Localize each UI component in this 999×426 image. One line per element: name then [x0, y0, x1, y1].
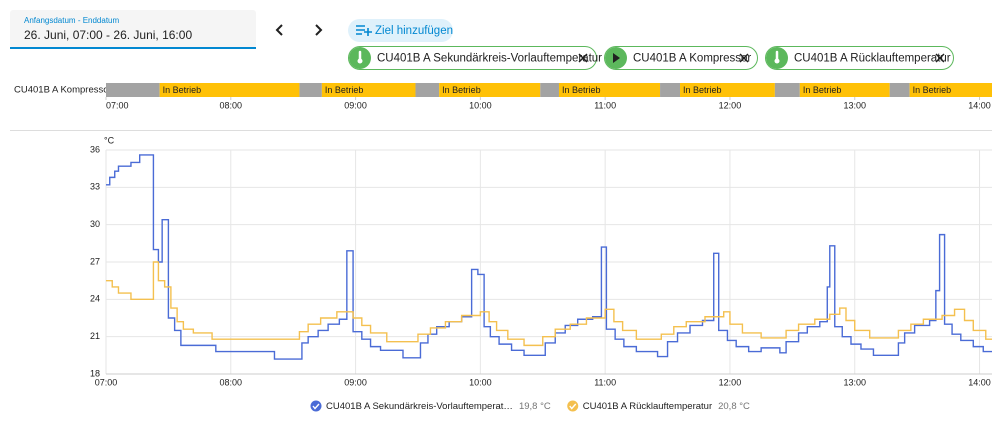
y-tick-label: 21: [90, 331, 100, 341]
add-target-button[interactable]: [348, 19, 453, 42]
legend-value: 19,8 °C: [519, 401, 551, 412]
series-line: [106, 261, 992, 347]
timeline-segment: [558, 83, 661, 97]
timeline-segment: [909, 83, 992, 97]
x-tick-label: 08:00: [220, 377, 243, 387]
x-tick-label: 07:00: [106, 100, 129, 110]
x-tick-label: 12:00: [719, 377, 742, 387]
timeline-segment: [106, 83, 160, 97]
x-tick-label: 10:00: [469, 377, 492, 387]
x-tick-label: 12:00: [719, 100, 742, 110]
date-field[interactable]: [10, 10, 256, 48]
x-tick-label: 11:00: [594, 100, 616, 110]
state-label: In Betrieb: [803, 85, 842, 95]
legend-label[interactable]: CU401B A Rücklauftemperatur: [583, 401, 712, 412]
state-label: In Betrieb: [562, 85, 601, 95]
timeline-segment: [415, 83, 440, 97]
timeline-segment: [680, 83, 775, 97]
chip-label: CU401B A Rücklauftemperatur: [794, 53, 951, 65]
timeline-segment: [540, 83, 559, 97]
timeline-segment: [660, 83, 681, 97]
x-tick-label: 14:00: [968, 100, 991, 110]
y-tick-label: 24: [90, 294, 100, 304]
y-tick-label: 36: [90, 144, 100, 154]
x-tick-label: 09:00: [344, 377, 367, 387]
timeline-segment: [321, 83, 416, 97]
x-tick-label: 07:00: [95, 377, 118, 387]
timeline-segment: [439, 83, 541, 97]
thermometer-bulb: [357, 58, 363, 64]
x-tick-label: 11:00: [594, 377, 616, 387]
y-tick-label: 27: [90, 256, 100, 266]
state-label: In Betrieb: [442, 85, 481, 95]
state-label: In Betrieb: [683, 85, 722, 95]
x-tick-label: 09:00: [344, 100, 367, 110]
legend-checkmark: [312, 403, 320, 410]
x-tick-label: 14:00: [968, 377, 991, 387]
timeline-segment: [774, 83, 800, 97]
chip-outline: [765, 46, 954, 70]
state-label: In Betrieb: [913, 85, 952, 95]
state-label: In Betrieb: [163, 85, 202, 95]
chip-remove[interactable]: [935, 53, 945, 63]
add-target-label: Ziel hinzufügen: [375, 25, 453, 37]
chip[interactable]: CU401B A Sekundärkreis-Vorlauftemperatur: [348, 46, 603, 70]
prev-button[interactable]: [275, 24, 283, 36]
date-label: Anfangsdatum - Enddatum: [24, 16, 120, 25]
chip-remove[interactable]: [739, 53, 749, 63]
y-tick-label: 33: [90, 182, 100, 192]
legend-label[interactable]: CU401B A Sekundärkreis-Vorlauftemperat…: [326, 401, 513, 412]
chip[interactable]: CU401B A Rücklauftemperatur: [765, 46, 954, 70]
legend-checkmark: [569, 403, 577, 410]
y-tick-label: 30: [90, 219, 100, 229]
legend-check: [310, 400, 322, 412]
chip-outline: [604, 46, 758, 70]
chip[interactable]: CU401B A Kompressor: [604, 46, 758, 70]
legend-value: 20,8 °C: [718, 401, 750, 412]
x-tick-label: 13:00: [843, 100, 866, 110]
timeline-segment: [889, 83, 910, 97]
timeline-segment: [799, 83, 890, 97]
series-line: [106, 154, 992, 360]
chip-label: CU401B A Sekundärkreis-Vorlauftemperatur: [377, 53, 602, 65]
date-value: 26. Juni, 07:00 - 26. Juni, 16:00: [24, 28, 192, 42]
chip-outline: [348, 46, 597, 70]
timeline-segment: [299, 83, 322, 97]
timeline-segment: [159, 83, 300, 97]
x-tick-label: 08:00: [220, 100, 243, 110]
y-unit: °C: [104, 135, 115, 145]
chip-remove[interactable]: [578, 53, 588, 63]
x-tick-label: 10:00: [469, 100, 492, 110]
x-tick-label: 13:00: [843, 377, 866, 387]
timeline-row-label: CU401B A Kompressor: [14, 85, 112, 96]
add-icon: [356, 25, 372, 36]
y-tick-label: 18: [90, 368, 100, 378]
chip-label: CU401B A Kompressor: [633, 53, 751, 65]
state-label: In Betrieb: [325, 85, 364, 95]
next-button[interactable]: [315, 24, 323, 36]
legend-check: [567, 400, 579, 412]
thermometer-bulb: [774, 58, 780, 64]
play-icon: [613, 53, 620, 63]
